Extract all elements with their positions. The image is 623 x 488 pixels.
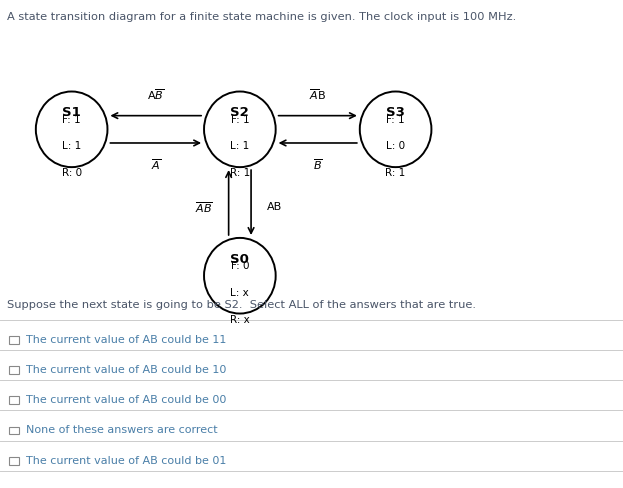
Text: R: 0: R: 0 <box>62 168 82 178</box>
Text: R: x: R: x <box>230 315 250 325</box>
Text: The current value of AB could be 10: The current value of AB could be 10 <box>26 365 226 375</box>
Text: $\overline{A}\overline{B}$: $\overline{A}\overline{B}$ <box>195 200 213 215</box>
Text: None of these answers are correct: None of these answers are correct <box>26 426 217 435</box>
Text: R: 1: R: 1 <box>230 168 250 178</box>
Text: S2: S2 <box>231 106 249 119</box>
Text: The current value of AB could be 01: The current value of AB could be 01 <box>26 456 226 466</box>
Text: A$\overline{B}$: A$\overline{B}$ <box>147 87 164 102</box>
Text: L: 1: L: 1 <box>231 142 249 151</box>
FancyBboxPatch shape <box>9 336 19 344</box>
FancyBboxPatch shape <box>9 366 19 374</box>
Text: $\overline{A}$: $\overline{A}$ <box>151 158 161 172</box>
Text: F: 1: F: 1 <box>386 115 405 124</box>
Text: F: 0: F: 0 <box>231 261 249 271</box>
Text: A state transition diagram for a finite state machine is given. The clock input : A state transition diagram for a finite … <box>7 12 516 22</box>
Text: Suppose the next state is going to be S2.  Select ALL of the answers that are tr: Suppose the next state is going to be S2… <box>7 300 477 310</box>
Text: The current value of AB could be 11: The current value of AB could be 11 <box>26 335 226 345</box>
Text: S0: S0 <box>231 253 249 265</box>
FancyBboxPatch shape <box>9 427 19 434</box>
Text: F: 1: F: 1 <box>231 115 249 124</box>
Text: L: x: L: x <box>231 288 249 298</box>
Text: $\overline{A}$B: $\overline{A}$B <box>309 87 326 102</box>
Text: $\overline{B}$: $\overline{B}$ <box>313 158 323 172</box>
Text: AB: AB <box>267 203 282 212</box>
FancyBboxPatch shape <box>9 396 19 404</box>
Text: L: 0: L: 0 <box>386 142 405 151</box>
Text: S1: S1 <box>62 106 81 119</box>
FancyBboxPatch shape <box>9 457 19 465</box>
Text: L: 1: L: 1 <box>62 142 81 151</box>
Text: F: 1: F: 1 <box>62 115 81 124</box>
Text: S3: S3 <box>386 106 405 119</box>
Text: R: 1: R: 1 <box>386 168 406 178</box>
Text: The current value of AB could be 00: The current value of AB could be 00 <box>26 395 226 405</box>
